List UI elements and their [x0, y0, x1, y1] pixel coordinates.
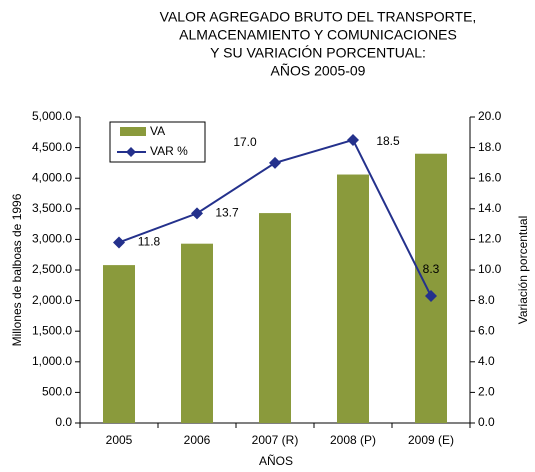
y2-tick-label: 6.0 — [478, 323, 495, 337]
bar — [337, 174, 369, 423]
y2-tick-label: 8.0 — [478, 293, 495, 307]
y-tick-label: 5,000.0 — [32, 109, 72, 123]
marker — [347, 133, 359, 146]
legend-swatch — [126, 147, 136, 157]
x-axis-label: AÑOS — [259, 454, 293, 468]
x-tick-label: 2007 (R) — [252, 433, 299, 447]
chart-title: Y SU VARIACIÓN PORCENTUAL: — [210, 45, 426, 61]
y-tick-label: 1,000.0 — [32, 354, 72, 368]
y-tick-label: 2,000.0 — [32, 293, 72, 307]
y2-tick-label: 18.0 — [478, 140, 502, 154]
y2-tick-label: 20.0 — [478, 109, 502, 123]
y-tick-label: 2,500.0 — [32, 262, 72, 276]
x-tick-label: 2009 (E) — [408, 433, 454, 447]
marker — [425, 290, 437, 303]
y-tick-label: 4,000.0 — [32, 170, 72, 184]
y-tick-label: 3,000.0 — [32, 232, 72, 246]
data-label: 17.0 — [233, 135, 257, 149]
y-tick-label: 1,500.0 — [32, 323, 72, 337]
legend-label: VA — [150, 124, 165, 138]
y-tick-label: 0.0 — [55, 415, 72, 429]
bar — [415, 153, 447, 423]
y2-tick-label: 0.0 — [478, 415, 495, 429]
data-label: 11.8 — [138, 235, 161, 249]
data-label: 8.3 — [423, 262, 440, 276]
y2-tick-label: 4.0 — [478, 354, 495, 368]
chart-title: ALMACENAMIENTO Y COMUNICACIONES — [179, 27, 457, 43]
marker — [113, 236, 125, 249]
legend-label: VAR % — [150, 144, 188, 158]
y2-axis-label: Variación porcentual — [516, 216, 530, 325]
x-tick-label: 2006 — [184, 433, 211, 447]
y2-tick-label: 10.0 — [478, 262, 502, 276]
x-tick-label: 2008 (P) — [330, 433, 376, 447]
chart-title: VALOR AGREGADO BRUTO DEL TRANSPORTE, — [160, 9, 477, 25]
bar — [181, 243, 213, 423]
data-label: 13.7 — [215, 206, 239, 220]
y2-tick-label: 16.0 — [478, 170, 502, 184]
y2-tick-label: 12.0 — [478, 232, 502, 246]
x-tick-label: 2005 — [106, 433, 133, 447]
y2-tick-label: 2.0 — [478, 385, 495, 399]
y-axis-label: Millones de balboas de 1996 — [10, 193, 24, 346]
bar — [259, 213, 291, 423]
y-tick-label: 3,500.0 — [32, 201, 72, 215]
legend-swatch — [120, 127, 146, 136]
data-label: 18.5 — [376, 134, 400, 148]
y-tick-label: 500.0 — [42, 385, 72, 399]
chart-title: AÑOS 2005-09 — [271, 63, 366, 79]
y2-tick-label: 14.0 — [478, 201, 502, 215]
y-tick-label: 4,500.0 — [32, 140, 72, 154]
bar — [103, 265, 135, 423]
marker — [191, 207, 203, 220]
marker — [269, 156, 281, 169]
